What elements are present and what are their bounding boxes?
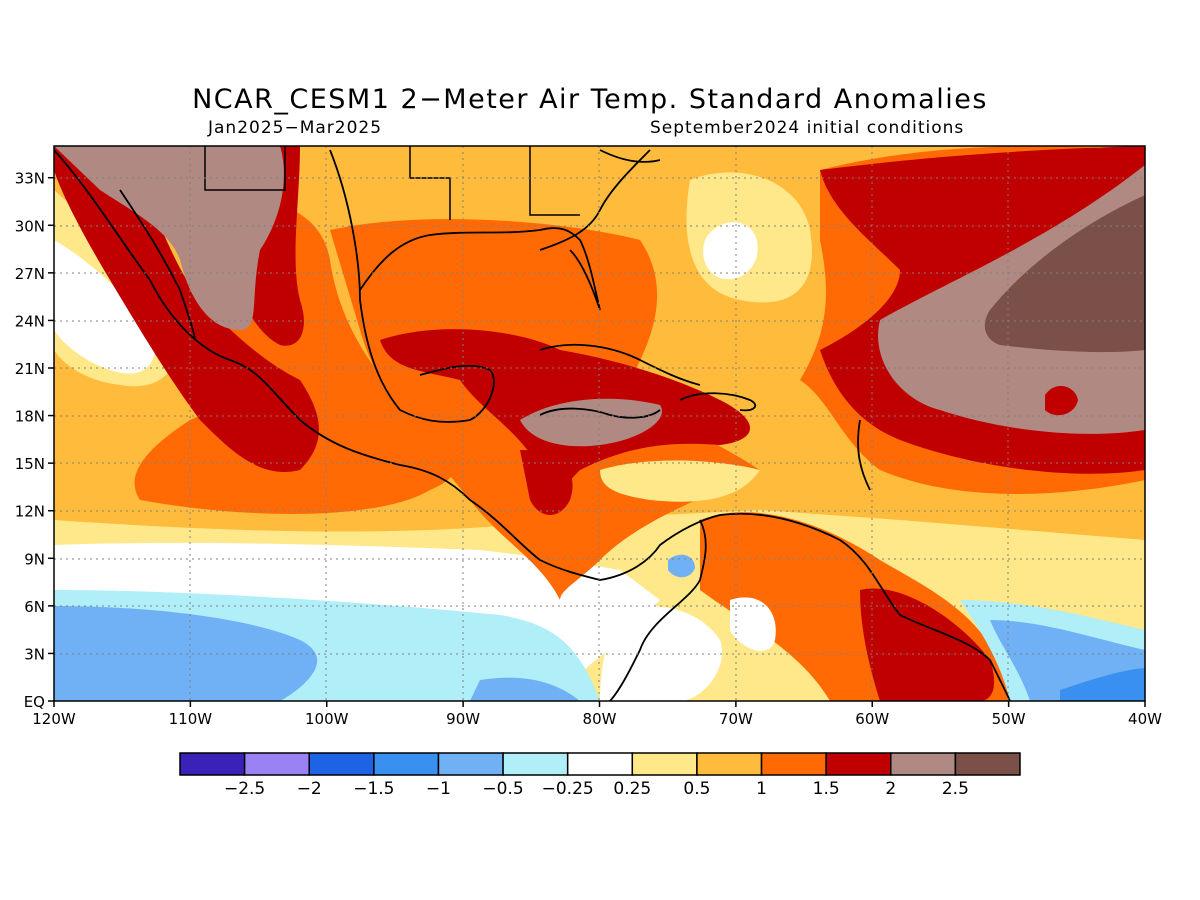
colorbar-swatch [760, 752, 827, 776]
initial-conditions: September2024 initial conditions [650, 118, 965, 138]
lon-tick-label: 70W [719, 710, 753, 728]
lon-tick-label: 110W [169, 710, 213, 728]
colorbar-label: −0.5 [482, 779, 523, 799]
lat-tick-label: 24N [15, 312, 45, 330]
colorbar-swatch [631, 752, 698, 776]
lat-tick-label: 18N [15, 408, 45, 426]
lat-tick-label: 12N [15, 503, 45, 521]
colorbar-swatch [566, 752, 634, 776]
colorbar-swatch [243, 752, 310, 776]
colorbar-swatch [373, 752, 440, 776]
colorbar-label: 0.25 [613, 779, 651, 799]
map-title: NCAR_CESM1 2−Meter Air Temp. Standard An… [192, 84, 988, 115]
lat-tick-label: 9N [24, 550, 45, 568]
lat-tick-label: 15N [15, 455, 45, 473]
lon-tick-label: 100W [305, 710, 349, 728]
lat-tick-label: 30N [15, 217, 45, 235]
border-lines [204, 146, 580, 220]
colorbar-swatch [179, 752, 246, 776]
colorbar-swatch [308, 752, 375, 776]
colorbar-label: 1.5 [813, 779, 840, 799]
longitude-axis: 120W 110W 100W 90W 80W 70W 60W 50W 40W [32, 701, 1162, 728]
colorbar-label: −1 [426, 779, 451, 799]
colorbar-label: −0.25 [542, 779, 594, 799]
lon-tick-label: 80W [583, 710, 617, 728]
colorbar-label: 0.5 [683, 779, 710, 799]
lon-tick-label: 60W [855, 710, 889, 728]
colorbar-swatch [502, 752, 569, 776]
colorbar-label: −2 [297, 779, 322, 799]
gridlines [54, 146, 1145, 701]
colorbar-label: −2.5 [224, 779, 265, 799]
coastlines [54, 149, 1011, 701]
colorbar-label: 2.5 [942, 779, 969, 799]
latitude-axis: EQ 3N 6N 9N 12N 15N 18N 21N 24N 27N 30N 33N [15, 170, 54, 711]
lon-tick-label: 90W [446, 710, 480, 728]
colorbar: −2.5 −2 −1.5 −1 −0.5 −0.25 0.25 0.5 1 1.5 2 2.5 [179, 752, 1021, 799]
lat-tick-label: 21N [15, 360, 45, 378]
lon-tick-label: 40W [1128, 710, 1162, 728]
lat-tick-label: 27N [15, 265, 45, 283]
colorbar-swatch [890, 752, 957, 776]
lat-tick-label: 33N [15, 170, 45, 188]
colorbar-label: 1 [756, 779, 767, 799]
lat-tick-label: 6N [24, 598, 45, 616]
colorbar-label: −1.5 [353, 779, 394, 799]
colorbar-swatch [696, 752, 763, 776]
colorbar-swatch [825, 752, 892, 776]
lat-tick-label: EQ [24, 693, 45, 711]
colorbar-swatch [954, 752, 1021, 776]
forecast-period: Jan2025−Mar2025 [208, 118, 383, 138]
colorbar-label: 2 [885, 779, 896, 799]
lon-tick-label: 50W [992, 710, 1026, 728]
lat-tick-label: 3N [24, 645, 45, 663]
colorbar-swatch [437, 752, 504, 776]
lon-tick-label: 120W [32, 710, 76, 728]
